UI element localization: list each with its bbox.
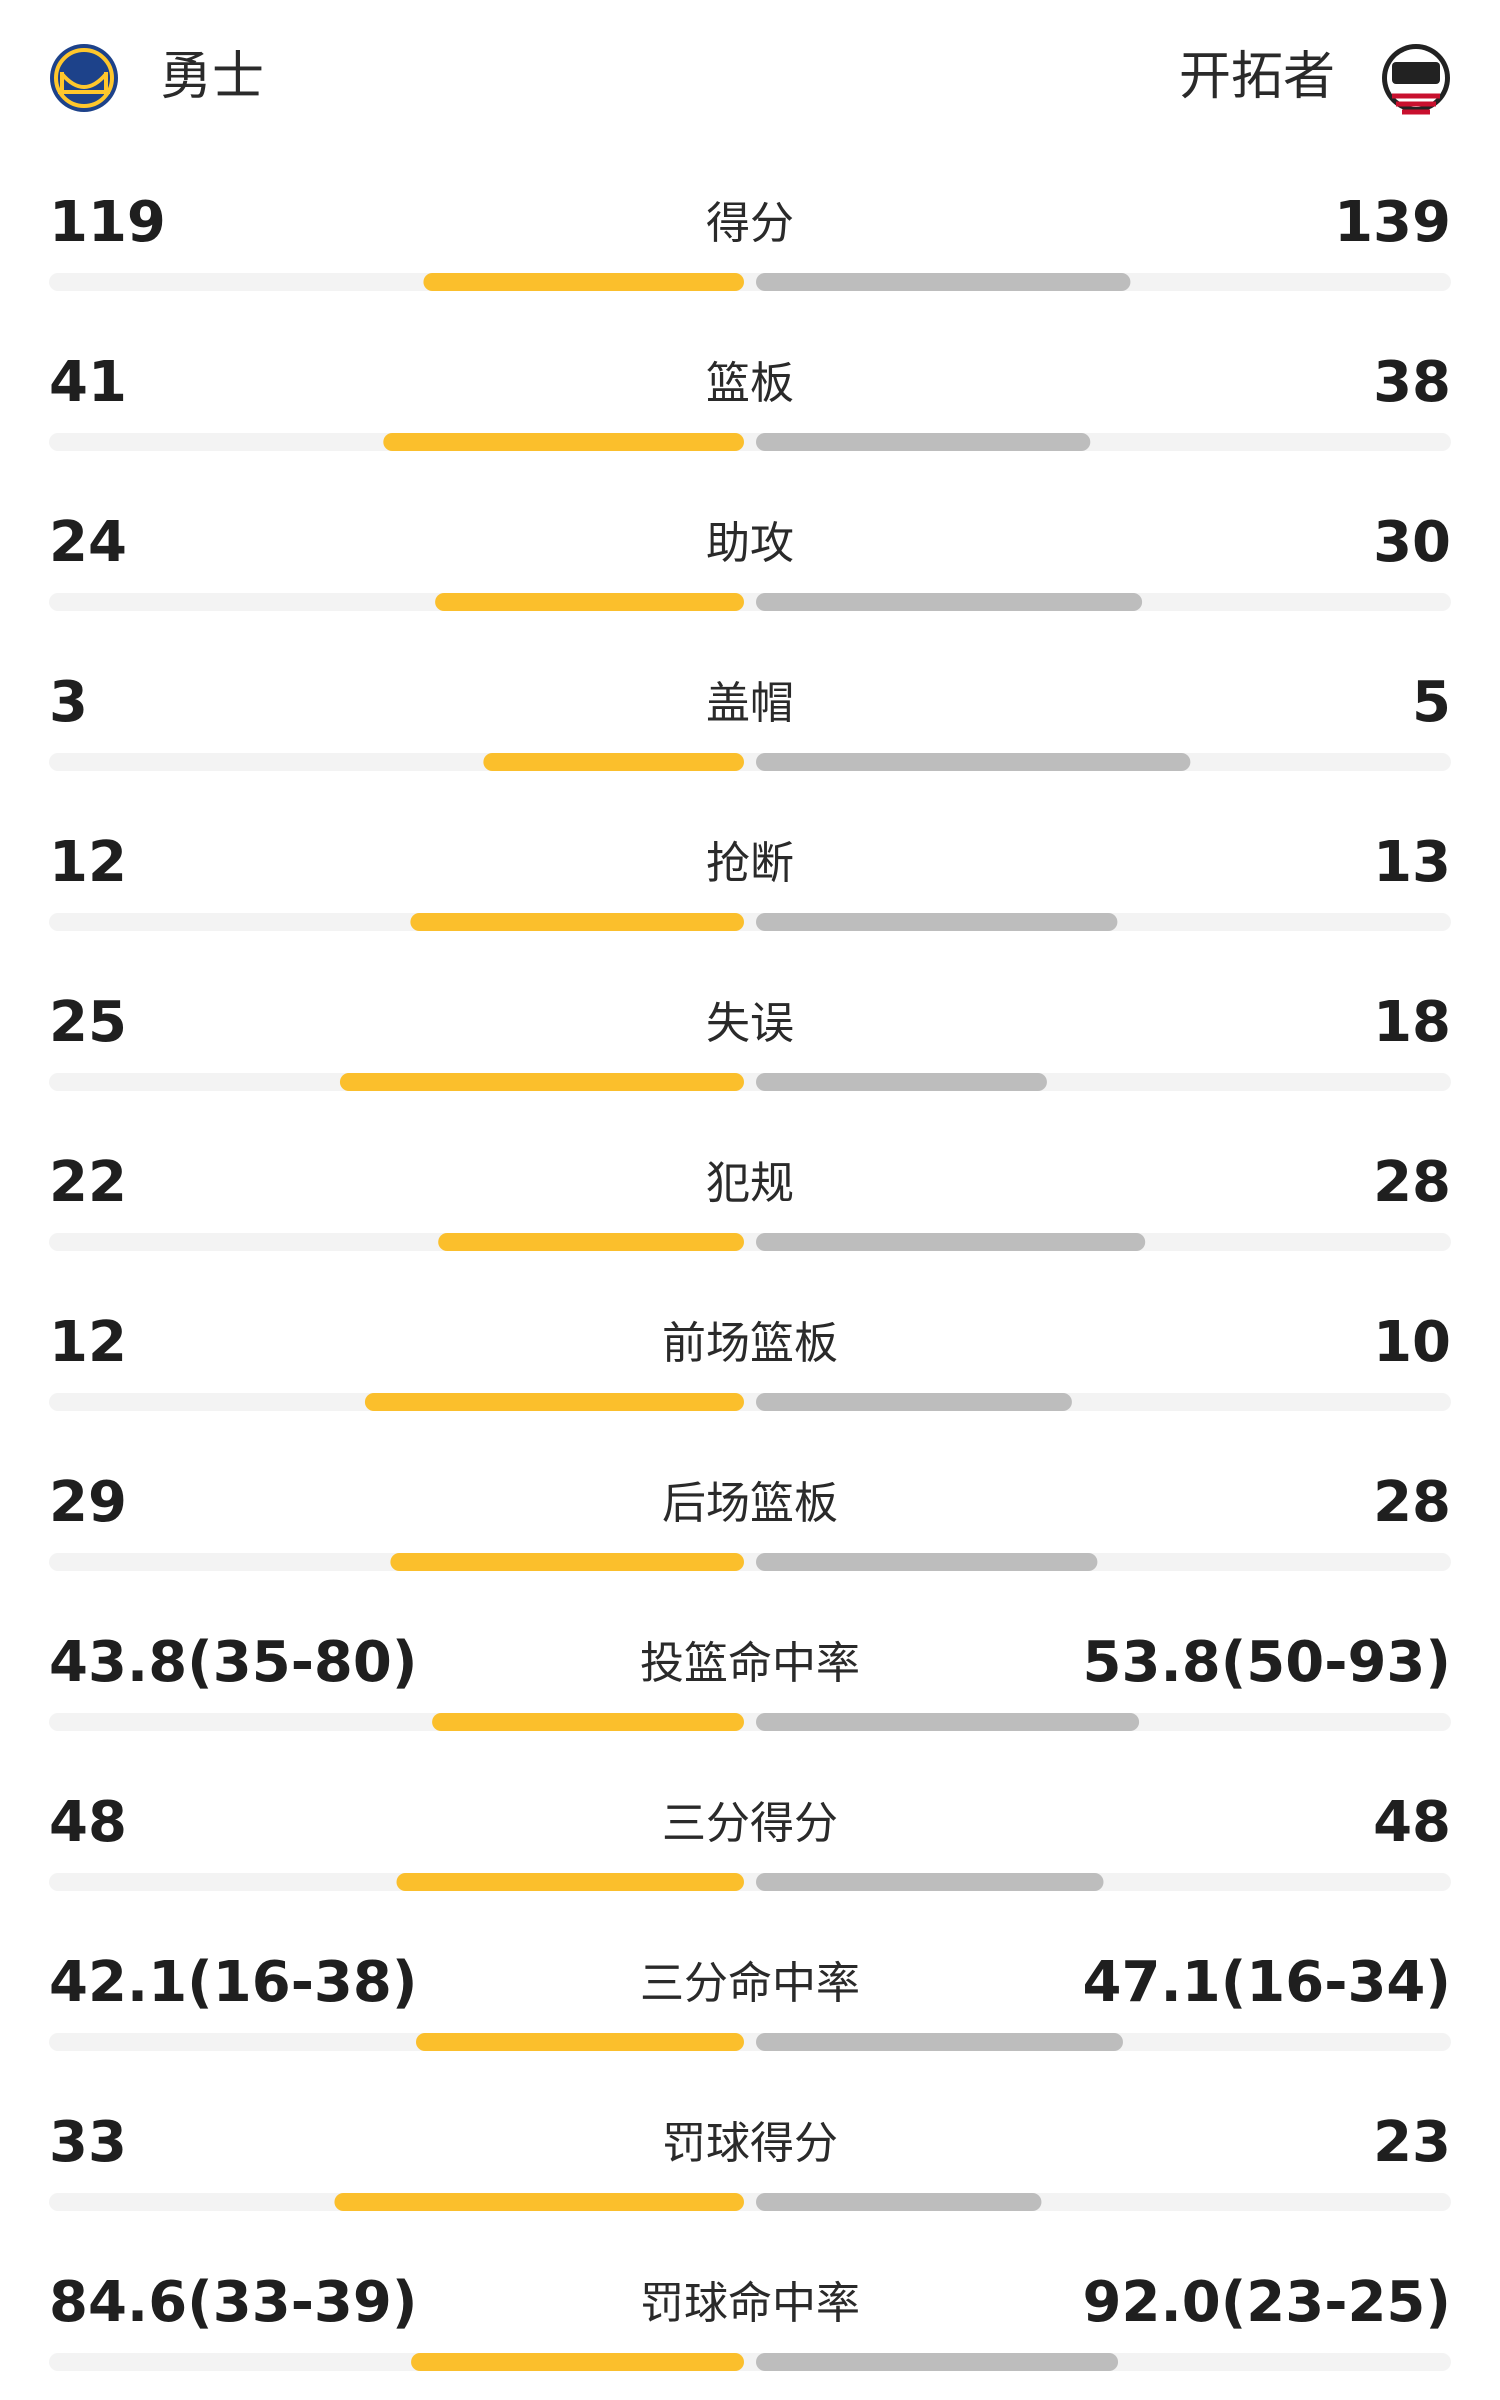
away-value: 47.1(16-34) xyxy=(1083,1950,1451,2015)
home-bar xyxy=(438,1233,744,1251)
away-value: 30 xyxy=(1373,510,1451,575)
home-bar xyxy=(339,1073,744,1091)
away-bar xyxy=(756,2353,1119,2371)
home-value: 41 xyxy=(49,350,127,415)
away-value: 48 xyxy=(1373,1790,1451,1855)
stat-label: 投篮命中率 xyxy=(640,1638,860,1689)
home-value: 25 xyxy=(49,990,127,1055)
stat-label: 罚球得分 xyxy=(662,2118,838,2169)
home-bar xyxy=(390,1553,744,1571)
stat-label: 失误 xyxy=(706,998,794,1049)
away-value: 18 xyxy=(1373,990,1451,1055)
home-value: 43.8(35-80) xyxy=(49,1630,417,1695)
home-value: 12 xyxy=(49,830,127,895)
away-logo xyxy=(1382,44,1450,115)
home-bar xyxy=(483,753,744,771)
home-bar xyxy=(415,2033,744,2051)
stat-label: 盖帽 xyxy=(706,678,794,729)
home-bar xyxy=(423,273,744,291)
home-team: 勇士 xyxy=(160,47,264,107)
bar-track xyxy=(49,1553,1451,1571)
home-bar xyxy=(396,1873,744,1891)
away-bar xyxy=(756,1233,1146,1251)
bar-track xyxy=(49,753,1451,771)
stat-label: 抢断 xyxy=(706,838,794,889)
stat-label: 助攻 xyxy=(706,518,794,569)
away-bar xyxy=(756,273,1131,291)
stat-rows: 119 得分 139 41 篮板 38 24 助攻 30 3 盖帽 5 12 抢断 13 25 失误 18 22 犯规… xyxy=(49,190,1451,2371)
away-bar xyxy=(756,2193,1042,2211)
away-bar xyxy=(756,1713,1140,1731)
home-logo xyxy=(50,44,118,112)
away-value: 92.0(23-25) xyxy=(1083,2270,1451,2335)
home-value: 3 xyxy=(49,670,88,735)
away-bar xyxy=(756,753,1191,771)
away-value: 28 xyxy=(1373,1470,1451,1535)
stat-label: 三分得分 xyxy=(662,1798,838,1849)
away-bar xyxy=(756,913,1118,931)
home-value: 119 xyxy=(49,190,166,255)
away-bar xyxy=(756,593,1143,611)
home-value: 84.6(33-39) xyxy=(49,2270,417,2335)
away-value: 23 xyxy=(1373,2110,1451,2175)
stat-label: 得分 xyxy=(706,198,794,249)
stat-label: 罚球命中率 xyxy=(640,2278,860,2329)
away-value: 10 xyxy=(1373,1310,1451,1375)
bar-track xyxy=(49,2033,1451,2051)
away-value: 13 xyxy=(1373,830,1451,895)
home-bar xyxy=(334,2193,744,2211)
home-value: 48 xyxy=(49,1790,127,1855)
home-value: 24 xyxy=(49,510,127,575)
home-bar xyxy=(432,1713,744,1731)
home-bar xyxy=(383,433,744,451)
bar-track xyxy=(49,273,1451,291)
home-value: 42.1(16-38) xyxy=(49,1950,417,2015)
away-team: 开拓者 xyxy=(1179,47,1335,107)
bar-track xyxy=(49,1713,1451,1731)
away-bar xyxy=(756,1553,1098,1571)
bar-track xyxy=(49,593,1451,611)
bar-track xyxy=(49,913,1451,931)
stat-label: 三分命中率 xyxy=(640,1958,860,2009)
stat-label: 篮板 xyxy=(706,358,794,409)
bar-track xyxy=(49,2193,1451,2211)
bar-track xyxy=(49,1233,1451,1251)
bar-track xyxy=(49,433,1451,451)
away-bar xyxy=(756,1393,1072,1411)
away-bar xyxy=(756,1873,1104,1891)
home-value: 29 xyxy=(49,1470,127,1535)
away-value: 38 xyxy=(1373,350,1451,415)
away-value: 53.8(50-93) xyxy=(1083,1630,1451,1695)
bar-track xyxy=(49,1073,1451,1091)
bar-track xyxy=(49,1873,1451,1891)
bar-track xyxy=(49,2353,1451,2371)
away-value: 139 xyxy=(1334,190,1451,255)
away-value: 28 xyxy=(1373,1150,1451,1215)
away-bar xyxy=(756,1073,1047,1091)
away-bar xyxy=(756,2033,1123,2051)
home-value: 12 xyxy=(49,1310,127,1375)
home-bar xyxy=(435,593,744,611)
home-bar xyxy=(364,1393,744,1411)
stat-label: 犯规 xyxy=(706,1158,794,1209)
stat-label: 前场篮板 xyxy=(662,1318,838,1369)
home-value: 22 xyxy=(49,1150,127,1215)
bar-track xyxy=(49,1393,1451,1411)
home-value: 33 xyxy=(49,2110,127,2175)
home-bar xyxy=(411,2353,744,2371)
stat-label: 后场篮板 xyxy=(662,1478,838,1529)
away-bar xyxy=(756,433,1091,451)
away-value: 5 xyxy=(1412,670,1451,735)
home-bar xyxy=(410,913,744,931)
